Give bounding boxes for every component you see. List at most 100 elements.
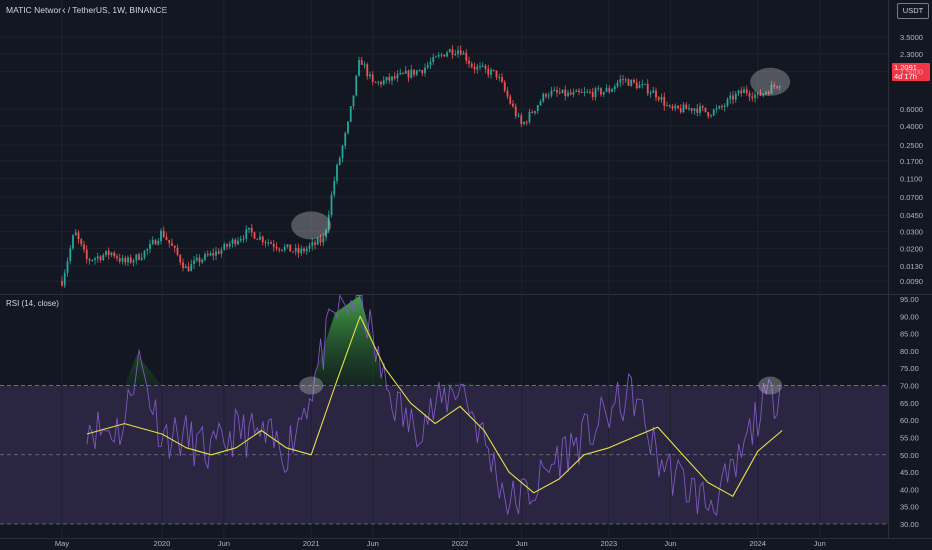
candle-body (630, 79, 633, 86)
candle-body (242, 238, 245, 240)
candle-body (646, 83, 649, 94)
candle-body (113, 252, 116, 257)
candle-body (608, 88, 611, 92)
x-tick-label: Jun (367, 539, 379, 548)
candle-body (77, 232, 80, 240)
candle-body (520, 115, 523, 125)
candle-body (171, 243, 173, 246)
candle-body (638, 84, 641, 89)
candle-body (561, 89, 564, 94)
price-tick-label: 0.0700 (900, 193, 923, 202)
candle-body (366, 64, 369, 77)
candle-body (611, 89, 613, 92)
candle-body (699, 106, 701, 113)
candle-body (176, 247, 179, 256)
candle-body (250, 227, 253, 233)
candle-body (487, 68, 490, 75)
candle-body (402, 72, 404, 74)
candle-body (476, 66, 479, 70)
candle-body (316, 238, 319, 245)
candle-body (715, 108, 718, 110)
candle-body (264, 242, 267, 244)
highlight-circle-latest (750, 67, 791, 96)
rsi-tick-label: 95.00 (900, 295, 919, 304)
candle-body (248, 227, 250, 230)
rsi-tick-label: 50.00 (900, 451, 919, 460)
candle-body (253, 232, 256, 239)
candle-body (586, 91, 589, 93)
currency-button[interactable]: USDT (897, 3, 929, 19)
candle-body (333, 181, 336, 195)
candle-body (413, 69, 415, 75)
candle-body (589, 91, 591, 93)
candle-body (440, 54, 443, 56)
candle-body (237, 240, 239, 245)
candle-body (613, 86, 616, 90)
candle-body (635, 82, 638, 89)
candle-body (110, 252, 113, 256)
candle-body (300, 248, 303, 254)
rsi-tick-label: 45.00 (900, 468, 919, 477)
candle-body (369, 74, 371, 77)
candle-body (627, 79, 630, 86)
candle-body (512, 103, 514, 107)
candle-body (668, 105, 671, 107)
candle-body (173, 245, 176, 248)
candle-body (217, 251, 220, 254)
candle-body (289, 244, 292, 252)
candle-body (105, 250, 107, 256)
x-tick-label: 2021 (303, 539, 320, 548)
candle-body (74, 232, 77, 236)
candle-body (679, 108, 682, 113)
candle-body (146, 248, 149, 251)
candle-body (465, 52, 468, 61)
candle-body (553, 89, 556, 91)
rsi-tick-label: 35.00 (900, 503, 919, 512)
candle-body (454, 53, 457, 55)
candle-body (396, 74, 399, 79)
candle-body (501, 76, 503, 83)
rsi-line (86, 294, 781, 516)
candle-body (605, 88, 608, 92)
candle-body (107, 250, 110, 256)
candle-body (756, 92, 759, 95)
candle-body (655, 90, 657, 98)
candle-body (292, 251, 294, 253)
candle-body (380, 81, 382, 85)
candle-body (569, 92, 572, 95)
candle-body (371, 74, 374, 82)
candle-body (479, 66, 481, 68)
candle-body (762, 93, 765, 96)
candle-body (341, 145, 344, 159)
candle-body (641, 84, 644, 86)
candle-body (748, 92, 751, 97)
candle-body (443, 54, 446, 57)
candle-body (448, 49, 451, 53)
last-price-tag: 1.2091 4d 17h (892, 63, 930, 81)
candle-body (336, 164, 338, 182)
candle-body (228, 243, 231, 247)
candle-body (564, 89, 567, 97)
candle-body (162, 230, 165, 237)
candle-body (597, 88, 600, 90)
rsi-tick-label: 75.00 (900, 364, 919, 373)
candle-body (734, 93, 737, 100)
candle-body (96, 256, 99, 259)
candle-body (539, 101, 542, 106)
candle-body (410, 69, 413, 78)
candle-body (418, 70, 421, 72)
candle-body (754, 94, 756, 99)
price-tick-label: 0.0130 (900, 262, 923, 271)
candle-body (179, 255, 182, 263)
candle-body (377, 81, 380, 83)
candle-body (580, 92, 583, 94)
candle-body (690, 108, 693, 111)
candle-body (281, 249, 283, 251)
candle-body (633, 79, 635, 83)
rsi-tick-label: 85.00 (900, 330, 919, 339)
candle-body (528, 111, 531, 123)
candle-body (69, 248, 72, 262)
candle-body (490, 69, 492, 75)
x-tick-label: Jun (218, 539, 230, 548)
